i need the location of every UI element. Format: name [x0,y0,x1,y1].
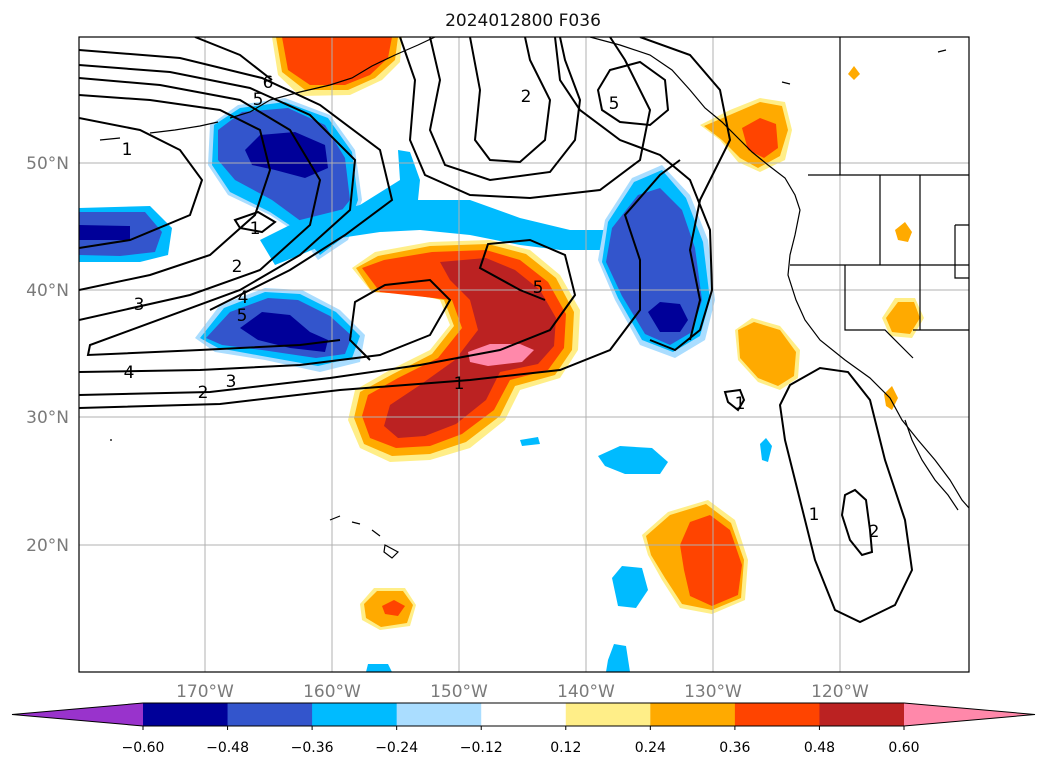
contour-label: 2 [198,383,209,403]
shading-center-pink [468,344,534,366]
shading-ec-navy [648,302,688,332]
shading-alaska-red [282,37,392,85]
contour-label: 1 [454,374,465,394]
colorbar-extend-low [12,703,143,726]
contour-label-layer: 6 5 1 1 2 3 4 5 4 3 2 1 5 2 5 1 1 2 [122,73,880,542]
colorbar-ticks: −0.60 −0.48 −0.36 −0.24 −0.12 0.12 0.24 0.36 0.4… [122,726,920,756]
contour-label: 3 [226,372,237,392]
colorbar-segment [650,703,736,726]
colorbar-tick-label: 0.12 [550,740,581,756]
contour-label: 2 [521,87,532,107]
contour-label: 1 [809,505,820,525]
colorbar-tick-label: −0.12 [460,740,503,756]
colorbar-tick-label: −0.48 [206,740,249,756]
colorbar-extend-high [904,703,1035,726]
shading-band-cyan [260,150,610,265]
lat-label: 40°N [26,281,69,301]
shading-west-navy [79,225,130,240]
shading-sub-red [680,515,742,606]
shading-cyan-small-5 [606,644,630,672]
colorbar-segment [819,703,905,726]
lon-label: 160°W [303,682,361,702]
lon-label: 150°W [430,682,488,702]
contour-label: 2 [869,522,880,542]
contour-label: 4 [124,363,135,383]
colorbar-segment [143,703,229,726]
shading-offcal-orange [738,322,796,386]
latitude-labels: 50°N 40°N 30°N 20°N [26,154,69,556]
contour-label: 6 [263,73,274,93]
colorbar-tick-label: 0.36 [719,740,750,756]
contour-label: 5 [533,278,544,298]
lon-label: 170°W [176,682,234,702]
colorbar-segment [734,703,820,726]
colorbar-tick-label: 0.24 [635,740,666,756]
shading-south-navy [240,312,328,352]
colorbar-segment [565,703,651,726]
shading-pnw-red [742,118,778,158]
shading-bc-spot [848,66,860,80]
colorbar-segment [481,703,567,726]
gridlines [79,37,969,672]
contour-label: 4 [238,288,249,308]
contour-label: 1 [735,394,746,414]
contour-label: 3 [134,295,145,315]
contour-label: 5 [237,306,248,326]
shading-layer [79,37,924,672]
colorbar-tick-label: −0.60 [122,740,165,756]
colorbar [11,702,1036,727]
shading-socal-spot [884,386,898,410]
shading-cyan-small-3 [760,438,772,462]
colorbar-segment [227,703,313,726]
shading-idaho-spot [895,222,912,242]
colorbar-segment [396,703,482,726]
contour-label: 1 [250,219,261,239]
coastlines [99,37,969,559]
colorbar-tick-label: −0.36 [291,740,334,756]
shading-nw-navy [245,132,328,178]
lat-label: 50°N [26,154,69,174]
shading-cyan-small-2 [520,437,540,446]
contour-label: 5 [609,94,620,114]
contour-label: 5 [253,90,264,110]
contour-label: 2 [232,257,243,277]
map-title: 2024012800 F036 [445,11,601,31]
shading-cyan-small-4 [612,566,648,608]
lat-label: 20°N [26,536,69,556]
shading-center-darkred [384,258,556,438]
shading-cyan-small-1 [598,446,668,474]
colorbar-segment [312,703,398,726]
colorbar-tick-label: 0.60 [888,740,919,756]
map-content: 6 5 1 1 2 3 4 5 4 3 2 1 5 2 5 1 1 2 [79,37,969,672]
contour-lines [79,37,914,624]
shading-hawaii-red [382,600,405,616]
lon-label: 130°W [684,682,742,702]
colorbar-tick-label: −0.24 [375,740,418,756]
contour-label: 1 [122,140,133,160]
lon-label: 140°W [557,682,615,702]
shading-cyan-small-6 [366,664,392,672]
colorbar-tick-label: 0.48 [804,740,835,756]
lat-label: 30°N [26,408,69,428]
longitude-labels: 170°W 160°W 150°W 140°W 130°W 120°W [176,682,869,702]
shading-nevada-orange [886,302,920,334]
map-border [78,36,970,673]
lon-label: 120°W [811,682,869,702]
